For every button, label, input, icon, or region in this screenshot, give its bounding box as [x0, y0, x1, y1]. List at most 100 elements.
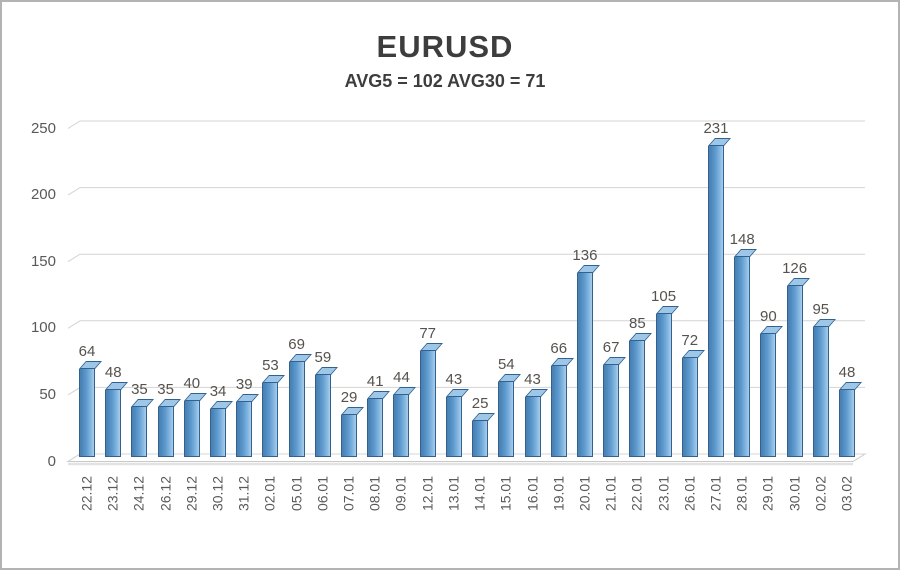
gridline-100: [67, 320, 865, 329]
x-axis-label: 22.12: [78, 475, 95, 512]
bar: [419, 351, 436, 457]
y-axis-label: 200: [30, 186, 56, 204]
y-axis-label: 100: [30, 319, 56, 337]
x-axis-label: 07.01: [340, 475, 357, 512]
x-axis-label: 02.02: [812, 475, 829, 512]
x-axis-label: 21.01: [602, 475, 619, 512]
bar: [812, 327, 829, 457]
bar-value-label: 41: [366, 373, 384, 391]
bar-value-label: 231: [703, 120, 729, 138]
bar: [79, 368, 95, 457]
bar-value-label: 67: [602, 338, 620, 356]
bar: [183, 400, 200, 457]
bar-value-label: 72: [681, 332, 699, 350]
bar-value-label: 48: [104, 364, 122, 382]
bar-value-label: 43: [445, 370, 463, 388]
bar-value-label: 53: [262, 357, 279, 375]
bar: [210, 408, 227, 457]
bar-value-label: 66: [550, 340, 568, 358]
gridline-150: [67, 253, 865, 263]
x-axis-label: 08.01: [366, 475, 383, 512]
bar: [262, 383, 279, 457]
bar: [157, 407, 174, 457]
y-axis-label: 50: [39, 385, 56, 403]
bar: [786, 286, 803, 457]
x-axis-label: 30.12: [209, 475, 226, 512]
bar-value-label: 40: [183, 374, 201, 392]
gridline-250: [67, 120, 865, 129]
bar: [367, 399, 384, 457]
bar: [105, 390, 122, 457]
bar-value-label: 25: [471, 394, 489, 412]
bar: [576, 272, 593, 457]
bar: [498, 382, 515, 457]
x-axis-label: 24.12: [130, 475, 147, 512]
x-axis-label: 13.01: [445, 475, 462, 512]
chart-subtitle: AVG5 = 102 AVG30 = 71: [344, 71, 546, 91]
y-axis-label: 0: [47, 452, 56, 470]
bar-value-label: 59: [314, 349, 332, 367]
x-axis-label: 20.01: [576, 475, 593, 512]
bar: [760, 334, 777, 457]
bar-value-label: 44: [393, 369, 410, 387]
bar-value-label: 105: [651, 288, 677, 306]
x-axis-label: 12.01: [419, 475, 436, 512]
bar-value-label: 29: [340, 389, 358, 407]
bar: [734, 256, 751, 457]
x-axis-label: 26.01: [681, 475, 698, 512]
bar: [839, 390, 855, 457]
bar-value-label: 35: [131, 381, 148, 399]
x-axis-label: 22.01: [628, 475, 645, 512]
bar-value-label: 35: [157, 381, 174, 399]
bar-value-label: 43: [524, 370, 541, 388]
bar: [393, 395, 410, 457]
x-axis-label: 06.01: [314, 475, 331, 512]
x-axis-label: 27.01: [707, 475, 724, 512]
bar: [472, 420, 489, 457]
x-axis-label: 03.02: [838, 475, 855, 512]
bar-value-label: 77: [419, 325, 437, 343]
bar: [236, 402, 253, 457]
x-axis-label: 31.12: [235, 475, 252, 512]
x-axis-label: 29.01: [759, 475, 776, 512]
bar-value-label: 126: [782, 260, 808, 278]
x-axis-label: 05.01: [288, 475, 305, 512]
gridline-200: [67, 187, 865, 196]
bar: [707, 146, 724, 457]
bar: [603, 364, 620, 457]
bar-value-label: 69: [288, 336, 305, 354]
bar: [341, 415, 358, 457]
x-axis-label: 29.12: [183, 475, 200, 512]
bar-value-label: 95: [812, 301, 830, 319]
x-axis-label: 19.01: [550, 475, 567, 512]
bar-value-label: 85: [629, 314, 646, 332]
bar: [655, 314, 672, 457]
bar-value-label: 48: [838, 364, 856, 382]
bar: [288, 362, 305, 457]
x-axis-label: 26.12: [157, 475, 174, 512]
bar: [445, 396, 462, 457]
x-axis-label: 23.01: [655, 475, 672, 512]
bar: [550, 366, 567, 457]
bar-value-label: 90: [760, 308, 777, 326]
chart-title: EURUSD: [376, 29, 514, 64]
bar-value-label: 34: [209, 382, 227, 400]
x-axis-label: 15.01: [497, 475, 514, 512]
bar: [131, 407, 148, 457]
bar: [681, 358, 698, 457]
x-axis-label: 16.01: [524, 475, 541, 512]
bar-value-label: 54: [497, 356, 515, 374]
x-axis-label: 30.01: [786, 475, 803, 512]
y-axis-label: 150: [30, 252, 56, 270]
x-axis-label: 14.01: [471, 475, 488, 512]
bar-value-label: 39: [235, 376, 253, 394]
x-axis-label: 28.01: [733, 475, 750, 512]
y-axis-label: 250: [30, 119, 56, 137]
x-axis-label: 23.12: [104, 475, 121, 512]
bar-value-label: 148: [729, 230, 755, 248]
x-axis-label: 02.01: [261, 475, 278, 512]
bar: [629, 340, 646, 457]
bar: [314, 375, 331, 457]
